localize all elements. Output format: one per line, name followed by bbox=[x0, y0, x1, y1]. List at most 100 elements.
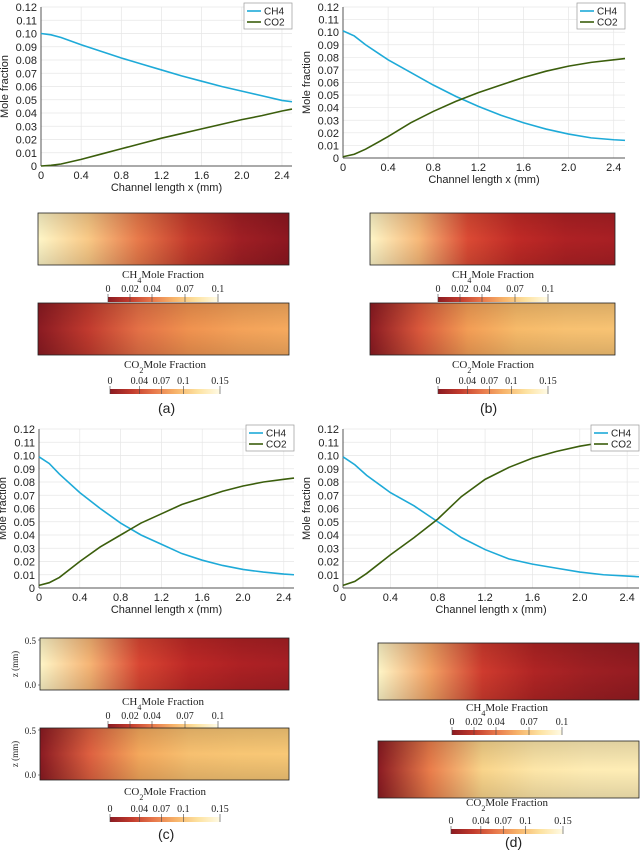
chart-a-y-tick-label: 0.12 bbox=[16, 2, 37, 14]
map-d-co2-contour-frame bbox=[377, 740, 640, 799]
chart-a-x-axis-label: Channel length x (mm) bbox=[111, 182, 222, 194]
chart-b-legend-label: CH4 bbox=[597, 7, 617, 18]
chart-d-y-tick-label: 0.04 bbox=[318, 530, 339, 542]
cb-c-ch4-colorbar bbox=[108, 724, 218, 729]
cb-d-ch4-colorbar-tick-label: 0.04 bbox=[487, 717, 505, 728]
cb-a-co2-colorbar-tick-label: 0.07 bbox=[153, 376, 171, 387]
chart-a-y-tick-label: 0.01 bbox=[16, 148, 37, 160]
chart-a-series-co2 bbox=[40, 108, 293, 167]
chart-d-x-tick-label: 0 bbox=[340, 592, 346, 604]
chart-c-y-tick-label: 0.08 bbox=[14, 477, 35, 489]
chart-c-legend-label: CH4 bbox=[266, 429, 286, 440]
chart-a-x-tick-label: 0.8 bbox=[114, 170, 129, 182]
cb-b-ch4-colorbar-tick-label: 0 bbox=[436, 284, 441, 295]
chart-d-y-tick-label: 0.02 bbox=[318, 557, 339, 569]
cb-a-ch4-colorbar-tick-label: 0 bbox=[106, 284, 111, 295]
cb-d-co2-colorbar-tick-label: 0.15 bbox=[554, 816, 572, 827]
cb-d-co2-colorbar-tick-label: 0.04 bbox=[472, 816, 490, 827]
cb-d-ch4-colorbar-tick-label: 0.02 bbox=[465, 717, 483, 728]
panel-a: 0 0.01 0.02 0.03 0.04 0.05 0.06 0.07 0.08 0.09 0.1… bbox=[0, 0, 321, 425]
chart-a-y-tick-label: 0.11 bbox=[16, 15, 37, 27]
cb-c-co2-colorbar-tick-label: 0.1 bbox=[177, 804, 190, 815]
chart-a-y-tick-label: 0.06 bbox=[16, 82, 37, 94]
chart-d-x-tick-label: 2.4 bbox=[620, 592, 635, 604]
chart-c-y-tick-label: 0.09 bbox=[14, 464, 35, 476]
cb-b-co2-colorbar-title: CO2Mole Fraction bbox=[452, 359, 534, 375]
chart-b-x-tick-label: 0 bbox=[340, 162, 346, 174]
cb-d-co2-colorbar bbox=[451, 829, 563, 834]
map-c-co2-z-tick-bottom: 0.0 bbox=[25, 770, 37, 780]
map-a-ch4-contour-frame bbox=[37, 212, 290, 266]
cb-c-ch4-colorbar-tick-label: 0.1 bbox=[212, 711, 225, 722]
chart-b-y-tick-label: 0.10 bbox=[318, 27, 339, 39]
cb-b-ch4-colorbar-tick-label: 0.02 bbox=[451, 284, 469, 295]
cb-c-co2-colorbar bbox=[110, 817, 220, 822]
cb-a-ch4-colorbar-tick-label: 0.07 bbox=[176, 284, 194, 295]
cb-b-ch4-colorbar bbox=[438, 297, 548, 302]
map-c-co2-z-tick-top: 0.5 bbox=[25, 726, 37, 736]
chart-d-y-tick-label: 0.01 bbox=[318, 570, 339, 582]
panel-d: 0 0.01 0.02 0.03 0.04 0.05 0.06 0.07 0.08 0.09 0.1… bbox=[301, 422, 643, 850]
chart-a-x-tick-label: 1.6 bbox=[194, 170, 209, 182]
cb-c-ch4-colorbar-tick-label: 0 bbox=[106, 711, 111, 722]
chart-d-y-tick-label: 0.10 bbox=[318, 451, 339, 463]
cb-c-ch4-colorbar-tick-label: 0.04 bbox=[143, 711, 161, 722]
cb-b-ch4-colorbar-tick-label: 0.07 bbox=[506, 284, 524, 295]
chart-b-y-tick-label: 0.12 bbox=[318, 2, 339, 14]
panel-d-svg: 00.010.020.030.040.050.060.070.080.090.1… bbox=[301, 424, 640, 834]
cb-a-co2-colorbar-tick-label: 0.1 bbox=[177, 376, 190, 387]
chart-c-x-tick-label: 2.0 bbox=[235, 592, 250, 604]
chart-c-legend-label: CO2 bbox=[266, 440, 287, 451]
chart-a-legend-label: CO2 bbox=[264, 18, 285, 29]
chart-b-x-tick-label: 1.2 bbox=[471, 162, 486, 174]
chart-b-y-tick-label: 0 bbox=[333, 153, 339, 165]
sublabel-d: (d) bbox=[505, 834, 523, 850]
panel-b-svg: 00.010.020.030.040.050.060.070.080.090.1… bbox=[301, 2, 626, 394]
cb-a-co2-colorbar-title: CO2Mole Fraction bbox=[124, 359, 206, 375]
cb-c-ch4-colorbar-tick-label: 0.02 bbox=[121, 711, 139, 722]
cb-d-co2-colorbar-tick-label: 0.1 bbox=[519, 816, 532, 827]
map-c-ch4-contour-frame bbox=[39, 637, 290, 691]
chart-a-y-tick-label: 0.05 bbox=[16, 95, 37, 107]
chart-c-y-tick-label: 0.10 bbox=[14, 451, 35, 463]
panel-c: 0 0.01 0.02 0.03 0.04 0.05 0.06 0.07 0.08 0.09 0.1… bbox=[0, 422, 321, 850]
map-b-ch4-contour-frame bbox=[369, 212, 616, 266]
chart-c-x-tick-label: 0.4 bbox=[72, 592, 87, 604]
chart-c-y-tick-label: 0.07 bbox=[14, 490, 35, 502]
chart-c-series-co2 bbox=[38, 477, 295, 587]
chart-c-y-tick-label: 0.02 bbox=[14, 557, 35, 569]
cb-d-ch4-colorbar-title: CH4Mole Fraction bbox=[466, 702, 548, 718]
cb-d-ch4-colorbar bbox=[452, 730, 562, 735]
cb-a-ch4-colorbar-tick-label: 0.04 bbox=[143, 284, 161, 295]
chart-b-y-tick-label: 0.07 bbox=[318, 65, 339, 77]
cb-b-co2-colorbar-tick-label: 0.07 bbox=[481, 376, 499, 387]
chart-a-y-tick-label: 0.09 bbox=[16, 42, 37, 54]
chart-b-series-ch4 bbox=[342, 30, 626, 142]
chart-a-y-tick-label: 0.08 bbox=[16, 55, 37, 67]
chart-a-x-tick-label: 2.0 bbox=[234, 170, 249, 182]
chart-a-y-axis-label: Mole fraction bbox=[0, 55, 11, 118]
chart-b-y-tick-label: 0.08 bbox=[318, 52, 339, 64]
chart-c-y-tick-label: 0.05 bbox=[14, 517, 35, 529]
chart-c-y-tick-label: 0.12 bbox=[14, 424, 35, 436]
panel-a-svg: 00.010.020.030.040.050.060.070.080.090.1… bbox=[0, 2, 293, 394]
chart-a-y-tick-label: 0.04 bbox=[16, 108, 37, 120]
chart-a-y-tick-label: 0.03 bbox=[16, 121, 37, 133]
chart-c-series-ch4 bbox=[38, 456, 295, 576]
cb-b-co2-colorbar-tick-label: 0 bbox=[436, 376, 441, 387]
chart-b-series-co2 bbox=[342, 57, 626, 158]
chart-d-y-tick-label: 0.05 bbox=[318, 517, 339, 529]
chart-a-y-tick-label: 0.10 bbox=[16, 29, 37, 41]
chart-b-legend-box bbox=[576, 2, 626, 30]
chart-a-legend-box bbox=[243, 2, 293, 30]
chart-c-x-axis-label: Channel length x (mm) bbox=[111, 604, 222, 616]
chart-c-y-tick-label: 0.04 bbox=[14, 530, 35, 542]
cb-a-co2-colorbar-tick-label: 0.15 bbox=[211, 376, 229, 387]
chart-d-x-axis-label: Channel length x (mm) bbox=[435, 604, 546, 616]
chart-d-series-co2 bbox=[342, 437, 640, 587]
chart-c-x-tick-label: 1.6 bbox=[195, 592, 210, 604]
chart-c-y-tick-label: 0 bbox=[29, 583, 35, 595]
chart-d-y-tick-label: 0.12 bbox=[318, 424, 339, 436]
chart-d-legend-label: CH4 bbox=[611, 429, 631, 440]
chart-c-x-tick-label: 0 bbox=[36, 592, 42, 604]
